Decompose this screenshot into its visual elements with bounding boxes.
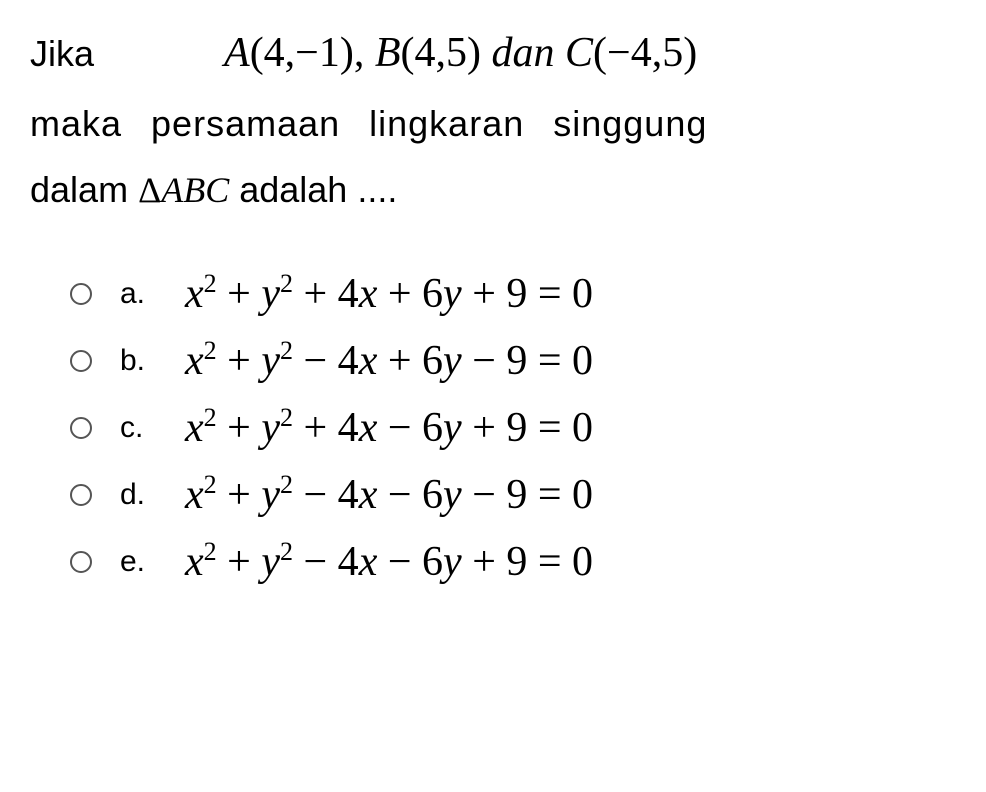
radio-icon[interactable] — [70, 283, 92, 305]
question-line-3: dalam ΔABC adalah .... — [30, 161, 956, 220]
radio-icon[interactable] — [70, 551, 92, 573]
option-b[interactable]: b. x2 + y2 − 4x + 6y − 9 = 0 — [70, 336, 956, 385]
option-c[interactable]: c. x2 + y2 + 4x − 6y + 9 = 0 — [70, 403, 956, 452]
option-label: d. — [120, 478, 150, 512]
option-label: c. — [120, 411, 150, 445]
points-expression: A(4,−1), B(4,5) dan C(−4,5) — [224, 20, 697, 87]
option-equation: x2 + y2 − 4x − 6y − 9 = 0 — [185, 470, 593, 519]
option-equation: x2 + y2 − 4x + 6y − 9 = 0 — [185, 336, 593, 385]
question-block: Jika A(4,−1), B(4,5) dan C(−4,5) maka pe… — [30, 20, 956, 219]
radio-icon[interactable] — [70, 417, 92, 439]
options-list: a. x2 + y2 + 4x + 6y + 9 = 0 b. x2 + y2 … — [70, 269, 956, 586]
radio-icon[interactable] — [70, 484, 92, 506]
question-line-1: Jika A(4,−1), B(4,5) dan C(−4,5) — [30, 20, 956, 87]
radio-icon[interactable] — [70, 350, 92, 372]
option-equation: x2 + y2 + 4x − 6y + 9 = 0 — [185, 403, 593, 452]
option-label: a. — [120, 277, 150, 311]
question-prefix: Jika — [30, 25, 94, 83]
option-label: e. — [120, 545, 150, 579]
option-e[interactable]: e. x2 + y2 − 4x − 6y + 9 = 0 — [70, 537, 956, 586]
option-equation: x2 + y2 + 4x + 6y + 9 = 0 — [185, 269, 593, 318]
option-label: b. — [120, 344, 150, 378]
option-equation: x2 + y2 − 4x − 6y + 9 = 0 — [185, 537, 593, 586]
option-a[interactable]: a. x2 + y2 + 4x + 6y + 9 = 0 — [70, 269, 956, 318]
option-d[interactable]: d. x2 + y2 − 4x − 6y − 9 = 0 — [70, 470, 956, 519]
question-line-2: maka persamaan lingkaran singgung — [30, 95, 956, 153]
